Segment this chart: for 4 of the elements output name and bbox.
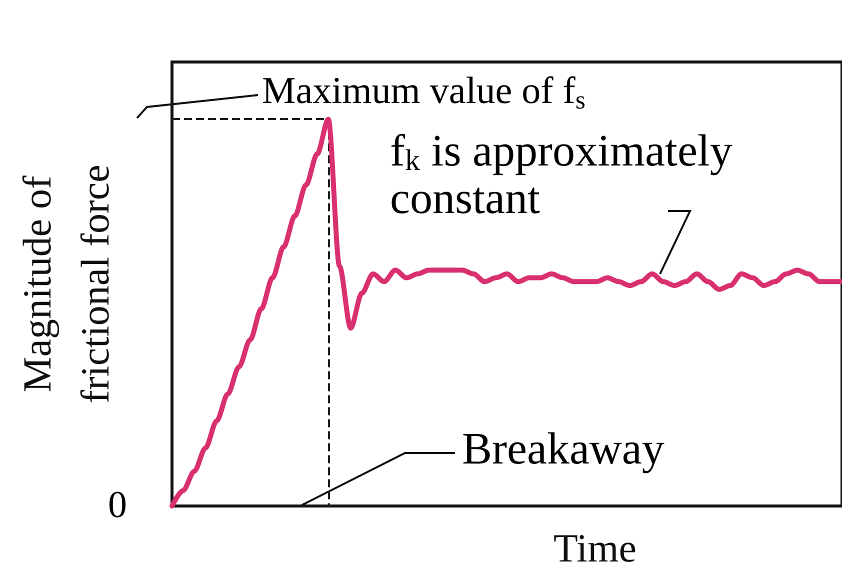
text: 0 — [108, 484, 127, 526]
y-axis-title: Magnitude of frictional force — [14, 164, 118, 404]
annotation: Breakaway — [462, 424, 665, 474]
x-axis-title: Time — [553, 526, 637, 570]
